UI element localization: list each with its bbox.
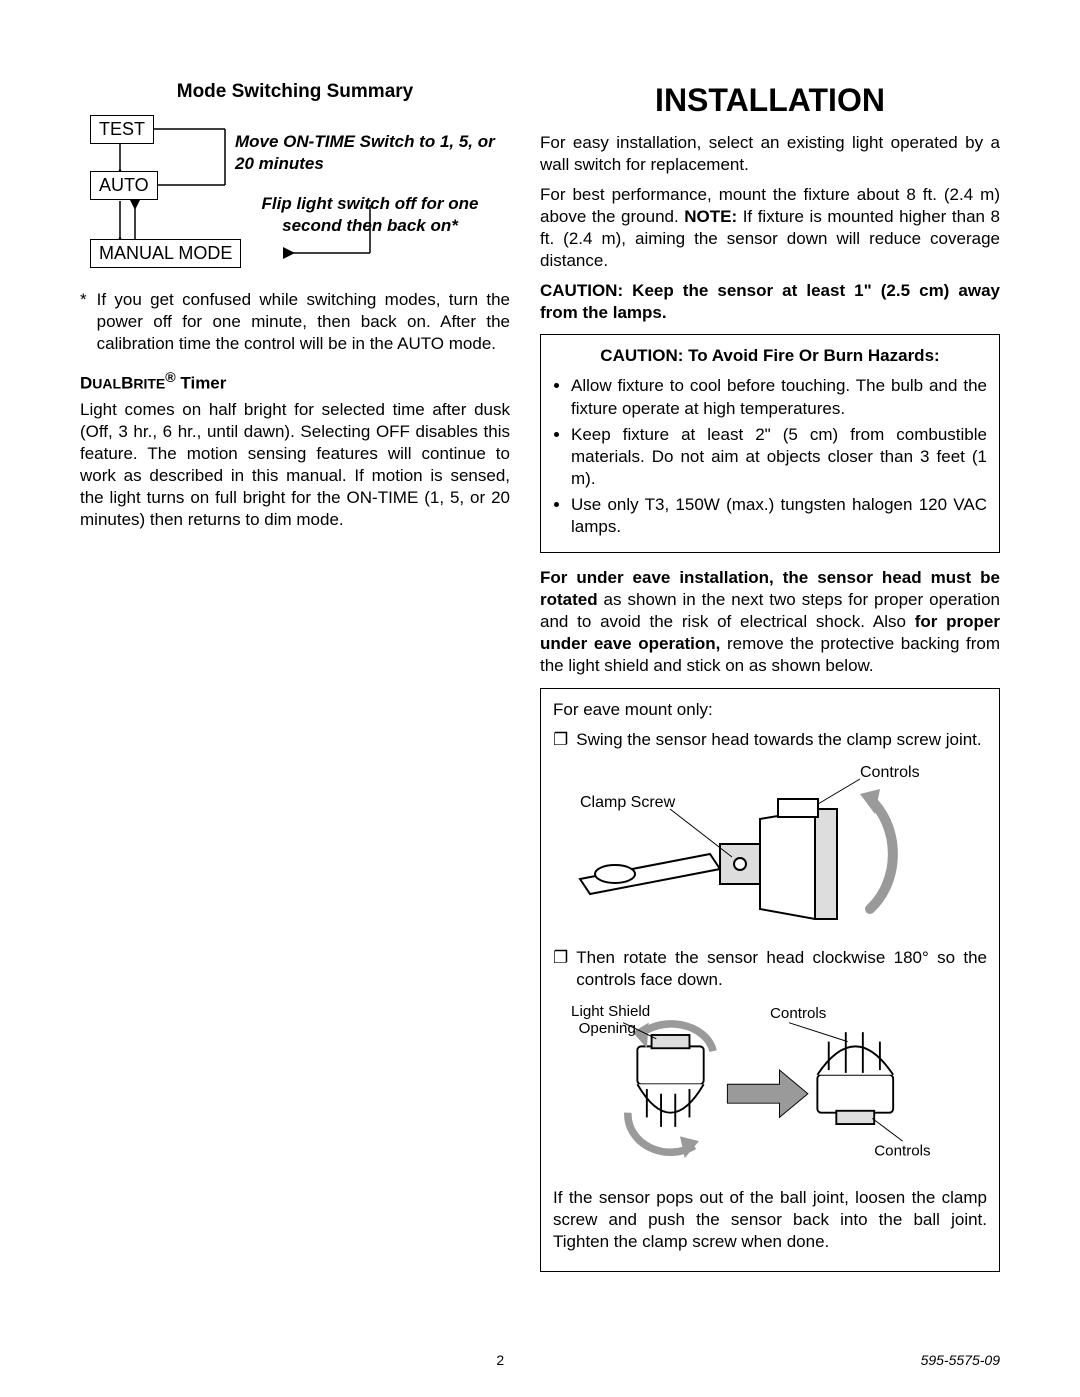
label-clamp: Clamp Screw (580, 794, 676, 811)
page-number: 2 (496, 1351, 504, 1369)
caution-item: Use only T3, 150W (max.) tungsten haloge… (571, 494, 987, 538)
svg-text:Controls: Controls (770, 1005, 827, 1022)
eave-step-1: ❐ Swing the sensor head towards the clam… (553, 729, 987, 751)
caution-box: CAUTION: To Avoid Fire Or Burn Hazards: … (540, 334, 1000, 553)
mode-note-2: Flip light switch off for one second the… (235, 193, 505, 237)
timer-heading: DUALBRITE® Timer (80, 369, 510, 395)
page-footer: 2 595-5575-09 (80, 1351, 1000, 1369)
caution-title: CAUTION: To Avoid Fire Or Burn Hazards: (600, 346, 939, 365)
svg-text:Opening: Opening (579, 1020, 636, 1037)
p2-note-label: NOTE: (684, 207, 737, 226)
eave-box: For eave mount only: ❐ Swing the sensor … (540, 688, 1000, 1273)
mode-auto-box: AUTO (90, 171, 158, 200)
install-p1: For easy installation, select an existin… (540, 132, 1000, 176)
install-p4: For under eave installation, the sensor … (540, 567, 1000, 677)
checkbox-icon: ❐ (553, 729, 568, 751)
illustration-2: Light Shield Opening Controls Controls (553, 999, 987, 1179)
th-sup: ® (165, 370, 175, 386)
checkbox-icon: ❐ (553, 947, 568, 991)
mode-diagram: TEST AUTO MANUAL MODE Move ON-TIME Switc… (80, 115, 510, 275)
installation-heading: INSTALLATION (540, 80, 1000, 122)
doc-number: 595-5575-09 (921, 1351, 1000, 1369)
step1-text: Swing the sensor head towards the clamp … (576, 729, 981, 751)
th-1: D (80, 374, 92, 393)
footnote: * If you get confused while switching mo… (80, 289, 510, 355)
p3-strong: CAUTION: Keep the sensor at least 1" (2.… (540, 281, 1000, 322)
svg-text:Controls: Controls (874, 1142, 931, 1159)
footnote-asterisk: * (80, 289, 87, 355)
illustration-1: Controls Clamp Screw (553, 759, 987, 939)
install-p2: For best performance, mount the fixture … (540, 184, 1000, 272)
timer-paragraph: Light comes on half bright for selected … (80, 399, 510, 532)
mode-manual-box: MANUAL MODE (90, 239, 241, 268)
svg-text:Light Shield: Light Shield (571, 1003, 650, 1020)
caution-list: Allow fixture to cool before touching. T… (553, 375, 987, 538)
mode-heading: Mode Switching Summary (80, 80, 510, 105)
step2-text: Then rotate the sensor head clockwise 18… (576, 947, 987, 991)
eave-step-2: ❐ Then rotate the sensor head clockwise … (553, 947, 987, 991)
th-3: B (121, 374, 133, 393)
mode-test-box: TEST (90, 115, 154, 144)
th-5: Timer (176, 374, 227, 393)
caution-item: Keep fixture at least 2" (5 cm) from com… (571, 424, 987, 490)
eave-last-p: If the sensor pops out of the ball joint… (553, 1187, 987, 1253)
left-column: Mode Switching Summary (80, 80, 510, 1272)
install-p3: CAUTION: Keep the sensor at least 1" (2.… (540, 280, 1000, 324)
th-4: RITE (133, 376, 165, 392)
th-2: UAL (92, 376, 121, 392)
page-content: Mode Switching Summary (80, 80, 1000, 1272)
footnote-text: If you get confused while switching mode… (97, 289, 510, 355)
right-column: INSTALLATION For easy installation, sele… (540, 80, 1000, 1272)
mode-note-1: Move ON-TIME Switch to 1, 5, or 20 minut… (235, 131, 495, 175)
label-controls-1: Controls (860, 764, 920, 781)
eave-title: For eave mount only: (553, 699, 987, 721)
caution-item: Allow fixture to cool before touching. T… (571, 375, 987, 419)
